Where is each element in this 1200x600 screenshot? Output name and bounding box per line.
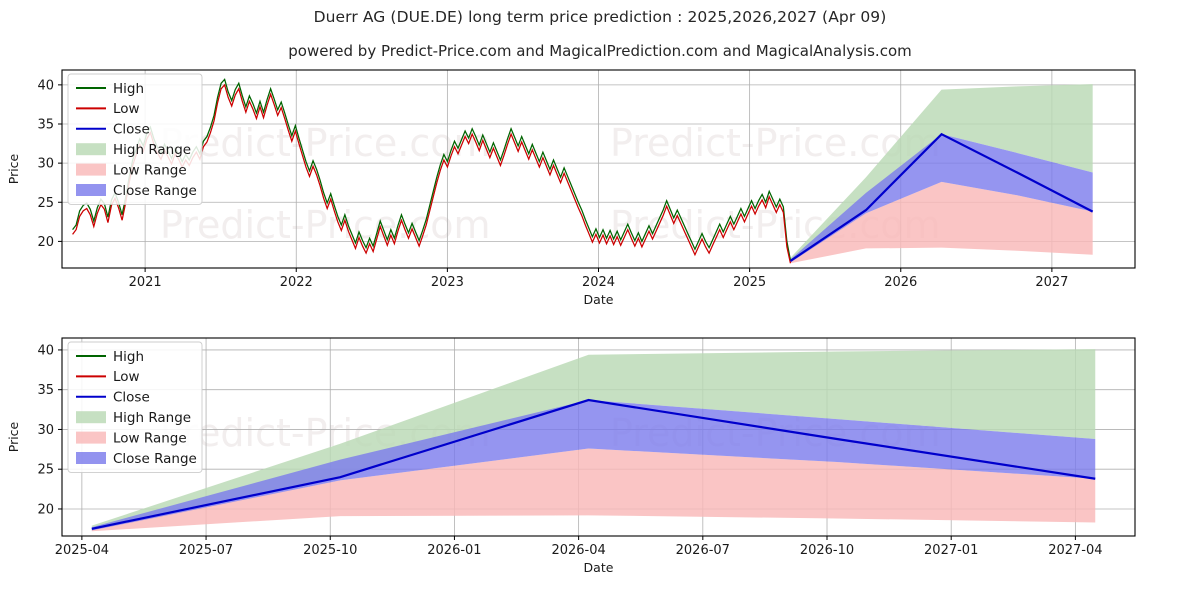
legend-item-label: Close Range xyxy=(113,183,197,199)
y-tick-label: 35 xyxy=(37,118,54,133)
x-tick-label: 2027-04 xyxy=(1048,543,1102,558)
x-tick-label: 2025 xyxy=(733,275,766,290)
x-tick-label: 2025-10 xyxy=(303,543,357,558)
y-tick-label: 40 xyxy=(37,78,54,93)
legend-item-label: Close xyxy=(113,122,150,138)
high-range-band xyxy=(790,84,1093,261)
legend-item-label: High Range xyxy=(113,142,191,158)
y-tick-label: 30 xyxy=(37,157,54,172)
legend-patch-swatch xyxy=(76,163,106,176)
y-axis-label: Price xyxy=(6,421,21,452)
page-title: Duerr AG (DUE.DE) long term price predic… xyxy=(313,8,887,26)
legend-patch-swatch xyxy=(76,184,106,196)
low-range-band xyxy=(790,181,1093,264)
legend-patch-swatch xyxy=(76,431,106,444)
x-tick-label: 2026-07 xyxy=(676,543,730,558)
plot-frame xyxy=(61,337,1136,537)
close-series-line xyxy=(789,132,1094,262)
legend-patch-swatch xyxy=(76,452,106,464)
y-tick-label: 20 xyxy=(37,235,54,250)
close-range-band xyxy=(790,134,1093,263)
x-tick-label: 2026 xyxy=(884,275,917,290)
x-tick-label: 2026-04 xyxy=(551,543,605,558)
x-tick-label: 2026-01 xyxy=(427,543,481,558)
high-range-band xyxy=(91,349,1096,529)
y-tick-label: 30 xyxy=(37,423,54,438)
x-tick-label: 2021 xyxy=(129,275,162,290)
x-tick-label: 2025-04 xyxy=(55,543,109,558)
y-tick-label: 25 xyxy=(37,196,54,211)
y-axis-label: Price xyxy=(6,153,21,184)
historical-and-forecast-chart: Predict-Price.com Predict-Price.comPredic… xyxy=(6,69,1136,307)
legend-patch-swatch xyxy=(76,411,106,424)
watermark: Predict-Price.com xyxy=(160,121,491,165)
legend-item-label: Low xyxy=(113,101,140,117)
y-tick-label: 25 xyxy=(37,463,54,478)
y-tick-label: 20 xyxy=(37,502,54,517)
x-tick-label: 2024 xyxy=(582,275,615,290)
close-range-band xyxy=(91,400,1096,531)
forecast-detail-chart: Predict-Price.comPredict-Price.com202530… xyxy=(6,337,1136,575)
y-tick-label: 40 xyxy=(37,343,54,358)
x-axis-label: Date xyxy=(584,292,614,307)
x-tick-label: 2027-01 xyxy=(924,543,978,558)
legend-item-label: Low xyxy=(113,369,140,385)
x-tick-label: 2025-07 xyxy=(179,543,233,558)
legend-item-label: Close Range xyxy=(113,451,197,467)
x-tick-label: 2026-10 xyxy=(800,543,854,558)
legend-item-label: Close xyxy=(113,390,150,406)
legend-item-label: High xyxy=(113,81,144,97)
y-tick-label: 35 xyxy=(37,383,54,398)
page-subtitle: powered by Predict-Price.com and Magical… xyxy=(288,42,912,60)
legend-patch-swatch xyxy=(76,143,106,156)
x-tick-label: 2023 xyxy=(431,275,464,290)
x-axis-label: Date xyxy=(584,560,614,575)
legend-item-label: High Range xyxy=(113,410,191,426)
legend-item-label: High xyxy=(113,349,144,365)
x-tick-label: 2027 xyxy=(1035,275,1068,290)
low-range-band xyxy=(91,448,1096,532)
close-series-line xyxy=(91,398,1096,530)
legend-item-label: Low Range xyxy=(113,162,187,178)
legend-item-label: Low Range xyxy=(113,430,187,446)
x-tick-label: 2022 xyxy=(280,275,313,290)
watermark: Predict-Price.com xyxy=(160,203,491,247)
